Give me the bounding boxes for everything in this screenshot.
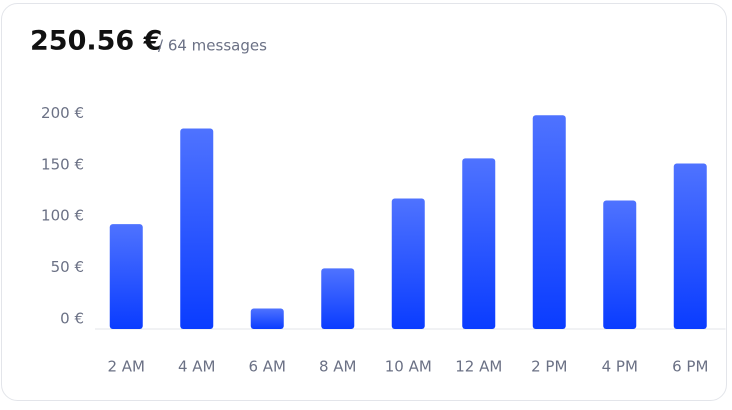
x-tick-label: 4 PM <box>602 358 638 376</box>
bar <box>532 115 566 330</box>
x-tick-label: 2 AM <box>107 358 145 376</box>
y-tick-label: 0 € <box>60 310 84 328</box>
x-tick-label: 2 PM <box>531 358 567 376</box>
bar <box>180 128 214 329</box>
chart-title: 250.56 € <box>30 26 162 57</box>
x-tick-label: 10 AM <box>385 358 432 376</box>
y-tick-label: 150 € <box>41 155 84 173</box>
chart-subtitle: / 64 messages <box>158 37 267 55</box>
x-tick-label: 12 AM <box>455 358 502 376</box>
bar <box>321 268 355 329</box>
y-tick-label: 200 € <box>41 104 84 122</box>
bar <box>603 200 637 329</box>
y-tick-label: 50 € <box>51 258 84 276</box>
bar <box>391 198 425 329</box>
y-tick-label: 100 € <box>41 207 84 225</box>
bar <box>250 308 284 329</box>
x-tick-label: 6 AM <box>248 358 286 376</box>
bar <box>462 158 496 329</box>
x-tick-label: 6 PM <box>672 358 708 376</box>
bar <box>109 224 143 329</box>
bar <box>673 163 707 329</box>
x-tick-label: 8 AM <box>319 358 357 376</box>
x-tick-label: 4 AM <box>178 358 216 376</box>
